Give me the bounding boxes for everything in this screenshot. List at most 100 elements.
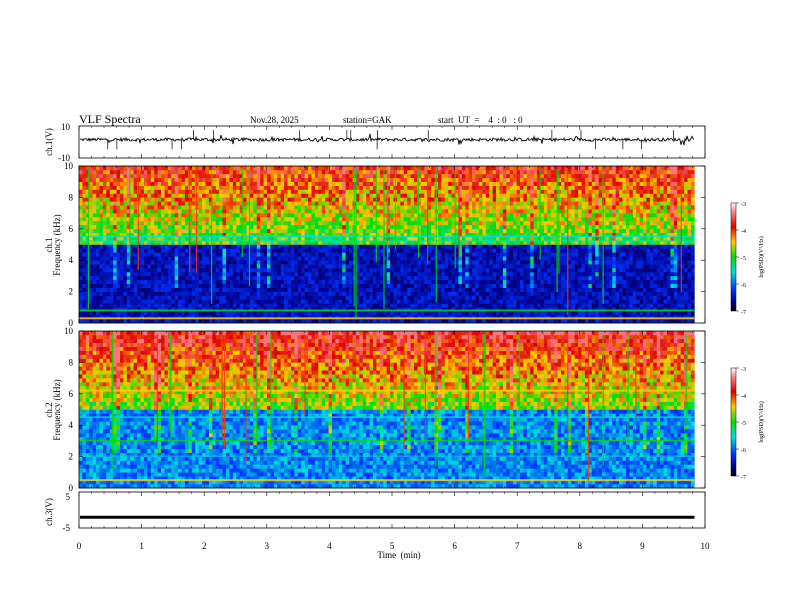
spectrogram-cell	[284, 295, 288, 300]
spectrogram-cell	[325, 248, 329, 253]
spectrogram-cell	[359, 201, 364, 206]
spectrogram-cell	[120, 197, 124, 202]
spectrogram-cell	[157, 291, 162, 296]
spectrogram-cell	[424, 173, 428, 179]
spectrogram-cell	[219, 319, 223, 324]
spectrogram-cell	[325, 271, 329, 277]
spectrogram-cell	[301, 271, 305, 277]
spectrogram-cell	[478, 260, 483, 265]
spectrogram-cell	[331, 295, 336, 300]
spectrogram-cell	[386, 228, 391, 234]
spectrogram-cell	[99, 189, 104, 194]
spectrogram-cell	[267, 295, 271, 300]
spectrogram-cell	[427, 189, 432, 194]
spectrogram-cell	[461, 260, 466, 265]
spectrogram-cell	[472, 166, 476, 171]
spectrogram-cell	[205, 166, 210, 171]
spectrogram-cell	[287, 217, 292, 222]
spectrogram-cell	[308, 232, 312, 237]
spectrogram-cell	[328, 244, 333, 249]
spectrogram-cell	[243, 319, 247, 324]
spectrogram-cell	[270, 166, 275, 171]
spectrogram-cell	[205, 189, 210, 194]
spectrogram-cell	[154, 224, 158, 230]
spectrogram-cell	[99, 303, 104, 308]
spectrogram-cell	[338, 315, 343, 320]
spectrogram-cell	[485, 252, 490, 257]
spectrogram-cell	[451, 319, 456, 324]
spectrogram-cell	[133, 279, 138, 285]
spectrogram-cell	[137, 303, 141, 308]
spectrogram-cell	[489, 236, 493, 241]
spectrogram-cell	[212, 279, 217, 285]
spectrogram-cell	[212, 189, 217, 194]
spectrogram-cell	[294, 173, 299, 179]
spectrogram-cell	[482, 303, 487, 308]
spectrogram-cell	[489, 228, 493, 234]
spectrogram-cell	[174, 264, 179, 269]
spectrogram-cell	[263, 213, 268, 218]
spectrogram-cell	[294, 271, 299, 277]
spectrogram-cell	[143, 201, 148, 206]
spectrogram-cell	[277, 268, 281, 273]
spectrogram-cell	[140, 217, 145, 222]
spectrogram-cell	[431, 205, 435, 210]
spectrogram-cell	[85, 189, 90, 194]
spectrogram-cell	[461, 217, 466, 222]
spectrogram-cell	[157, 232, 162, 237]
spectrogram-cell	[188, 307, 193, 312]
spectrogram-cell	[468, 303, 473, 308]
spectrogram-cell	[280, 169, 285, 175]
spectrogram-cell	[335, 244, 340, 249]
spectrogram-cell	[280, 197, 285, 202]
spectrogram-cell	[458, 287, 463, 292]
spectrogram-cell	[448, 248, 452, 253]
spectrogram-cell	[338, 319, 343, 324]
spectrogram-cell	[181, 252, 186, 257]
spectrogram-cell	[277, 303, 281, 308]
spectrogram-cell	[485, 291, 490, 296]
spectrogram-cell	[79, 256, 83, 261]
spectrogram-cell	[383, 252, 387, 257]
spectrogram-cell	[263, 264, 268, 269]
spectrogram-cell	[202, 205, 206, 210]
spectrogram-cell	[304, 169, 309, 175]
spectrogram-cell	[164, 193, 169, 198]
spectrogram-cell	[451, 209, 456, 214]
spectrogram-cell	[133, 252, 138, 257]
spectrogram-cell	[188, 166, 193, 171]
spectrogram-cell	[243, 236, 247, 241]
spectrogram-cell	[191, 209, 196, 214]
spectrogram-cell	[400, 197, 405, 202]
spectrogram-cell	[181, 264, 186, 269]
spectrogram-cell	[205, 264, 210, 269]
spectrogram-cell	[420, 205, 425, 210]
spectrogram-cell	[335, 264, 340, 269]
spectrogram-cell	[407, 173, 411, 179]
spectrogram-cell	[410, 268, 415, 273]
spectrogram-cell	[431, 201, 435, 206]
spectrogram-cell	[287, 271, 292, 277]
spectrogram-cell	[396, 177, 401, 182]
spectrogram-cell	[133, 177, 138, 182]
spectrogram-cell	[403, 185, 408, 190]
spectrogram-cell	[164, 224, 169, 230]
spectrogram-cell	[468, 228, 473, 234]
spectrogram-cell	[267, 275, 271, 281]
spectrogram-cell	[393, 295, 398, 300]
spectrogram-cell	[465, 264, 470, 269]
spectrogram-cell	[82, 271, 87, 277]
spectrogram-cell	[468, 201, 473, 206]
spectrogram-cell	[267, 173, 271, 179]
spectrogram-cell	[85, 311, 90, 316]
spectrogram-cell	[308, 315, 312, 320]
spectrogram-cell	[205, 244, 210, 249]
spectrogram-cell	[294, 299, 299, 304]
spectrogram-cell	[123, 209, 128, 214]
spectrogram-cell	[150, 283, 155, 288]
spectrogram-cell	[297, 319, 302, 324]
spectrogram-cell	[96, 275, 100, 281]
spectrogram-cell	[390, 217, 394, 222]
spectrogram-cell	[424, 307, 428, 312]
spectrogram-cell	[444, 248, 449, 253]
